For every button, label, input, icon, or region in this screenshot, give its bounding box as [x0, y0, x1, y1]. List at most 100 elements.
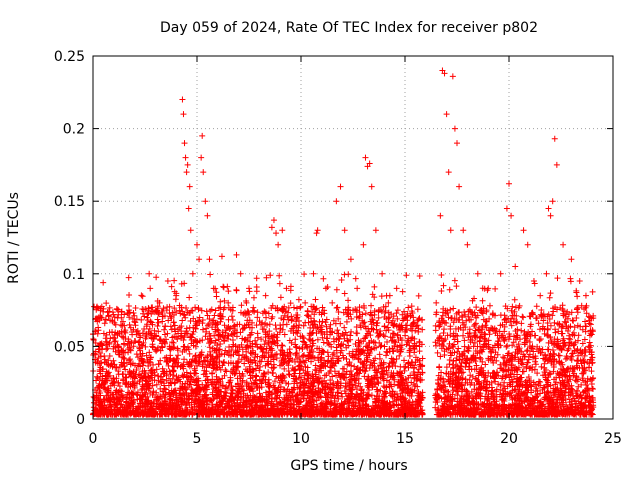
data-point: [534, 370, 541, 377]
data-point: [175, 352, 182, 359]
data-point: [477, 355, 484, 362]
data-point: [222, 389, 229, 396]
data-point: [295, 296, 302, 303]
data-point: [119, 318, 126, 325]
data-point: [415, 366, 422, 373]
data-point: [100, 279, 107, 286]
data-point: [362, 334, 369, 341]
data-point: [501, 366, 508, 373]
data-point: [381, 333, 388, 340]
data-point: [479, 358, 486, 365]
data-point: [526, 313, 533, 320]
data-point: [132, 304, 139, 311]
data-point: [258, 358, 265, 365]
data-point: [285, 304, 292, 311]
data-point: [573, 315, 580, 322]
data-point: [217, 340, 224, 347]
data-point: [207, 271, 214, 278]
data-point: [168, 315, 175, 322]
data-point: [397, 363, 404, 370]
data-point: [230, 323, 237, 330]
data-point: [333, 286, 340, 293]
data-point: [419, 355, 426, 362]
data-point: [296, 322, 303, 329]
data-point: [135, 339, 142, 346]
data-point: [301, 271, 308, 278]
data-point: [161, 380, 168, 387]
data-point: [472, 312, 479, 319]
data-point: [547, 322, 554, 329]
data-point: [418, 316, 425, 323]
data-point: [239, 346, 246, 353]
data-point: [450, 341, 457, 348]
data-point: [248, 350, 255, 357]
data-point: [179, 317, 186, 324]
data-point: [262, 309, 269, 316]
data-point: [447, 306, 454, 313]
data-point: [272, 322, 279, 329]
data-point: [341, 365, 348, 372]
data-point: [393, 310, 400, 317]
data-point: [450, 305, 457, 312]
data-point: [336, 335, 343, 342]
data-point: [204, 336, 211, 343]
data-point: [505, 336, 512, 343]
data-point: [327, 321, 334, 328]
data-point: [368, 302, 375, 309]
data-point: [279, 342, 286, 349]
data-point: [203, 308, 210, 315]
data-point: [223, 383, 230, 390]
data-point: [312, 362, 319, 369]
data-point: [334, 304, 341, 311]
data-point: [520, 314, 527, 321]
data-point: [161, 326, 168, 333]
data-point: [437, 353, 444, 360]
data-point: [266, 321, 273, 328]
data-point: [450, 357, 457, 364]
data-point: [157, 357, 164, 364]
data-point: [383, 352, 390, 359]
data-point: [327, 377, 334, 384]
data-point: [292, 336, 299, 343]
data-point: [519, 368, 526, 375]
data-point: [501, 328, 508, 335]
data-point: [167, 323, 174, 330]
data-point: [463, 317, 470, 324]
data-point: [371, 283, 378, 290]
data-point: [273, 326, 280, 333]
data-point: [133, 351, 140, 358]
data-point: [198, 307, 205, 314]
data-point: [441, 326, 448, 333]
data-point: [493, 357, 500, 364]
data-point: [361, 335, 368, 342]
data-points: [90, 67, 597, 418]
data-point: [528, 310, 535, 317]
data-point: [293, 305, 300, 312]
data-point: [401, 357, 408, 364]
data-point: [451, 277, 458, 284]
data-point: [229, 343, 236, 350]
data-point: [319, 334, 326, 341]
data-point: [246, 288, 253, 295]
data-point: [233, 286, 240, 293]
data-point: [446, 286, 453, 293]
data-point: [562, 355, 569, 362]
data-point: [571, 324, 578, 331]
data-point: [127, 324, 134, 331]
data-point: [386, 292, 393, 299]
data-point: [257, 363, 264, 370]
data-point: [171, 305, 178, 312]
data-point: [546, 294, 553, 301]
data-point: [106, 352, 113, 359]
data-point: [134, 354, 141, 361]
data-point: [467, 308, 474, 315]
data-point: [177, 333, 184, 340]
data-point: [126, 291, 133, 298]
data-point: [533, 385, 540, 392]
data-point: [155, 319, 162, 326]
data-point: [276, 280, 283, 287]
data-point: [441, 348, 448, 355]
data-point: [115, 368, 122, 375]
data-point: [362, 310, 369, 317]
data-point: [361, 305, 368, 312]
